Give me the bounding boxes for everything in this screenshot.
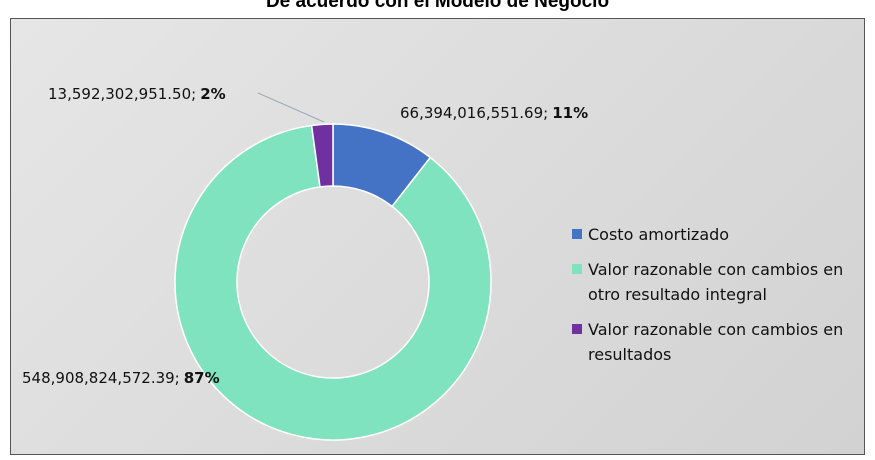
legend-swatch <box>572 324 582 334</box>
data-label: 66,394,016,551.69; 11% <box>400 104 588 122</box>
value-label: 548,908,824,572.39; <box>22 369 180 387</box>
legend: Costo amortizado Valor razonable con camb… <box>572 222 862 377</box>
value-label: 66,394,016,551.69; <box>400 104 548 122</box>
legend-swatch <box>572 264 582 274</box>
legend-label: Valor razonable con cambios en otro resu… <box>588 260 844 304</box>
data-label: 548,908,824,572.39; 87% <box>22 369 220 387</box>
slice <box>174 124 492 441</box>
legend-label: Valor razonable con cambios en resultado… <box>588 320 844 364</box>
legend-item: Costo amortizado <box>572 222 862 247</box>
leader-line <box>257 92 325 123</box>
data-label: 13,592,302,951.50; 2% <box>48 85 226 103</box>
percent-label: 2% <box>200 85 225 103</box>
chart-title: De acuerdo con el Modelo de Negocio <box>265 0 610 12</box>
legend-item: Valor razonable con cambios en otro resu… <box>572 257 862 307</box>
legend-label: Costo amortizado <box>588 225 730 244</box>
percent-label: 11% <box>552 104 588 122</box>
percent-label: 87% <box>184 369 220 387</box>
value-label: 13,592,302,951.50; <box>48 85 196 103</box>
legend-swatch <box>572 229 582 239</box>
legend-item: Valor razonable con cambios en resultado… <box>572 317 862 367</box>
slice <box>310 123 334 188</box>
